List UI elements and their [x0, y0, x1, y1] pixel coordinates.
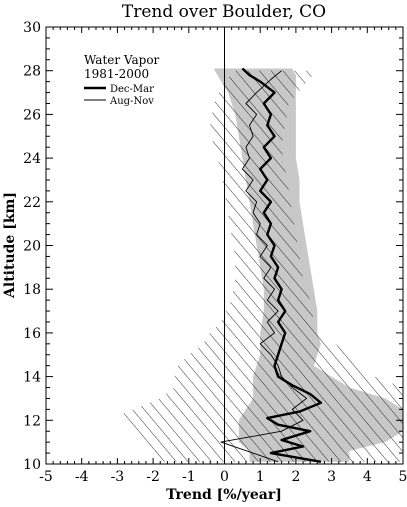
y-tick-label: 20 [23, 239, 41, 255]
y-tick-label: 24 [23, 151, 41, 167]
x-tick-label: -2 [146, 469, 160, 485]
x-tick-label: 2 [291, 469, 300, 485]
x-tick-label: 3 [327, 469, 336, 485]
series-lines [220, 67, 323, 463]
legend-label-dec-mar: Dec-Mar [110, 84, 154, 95]
x-tick-label: -4 [75, 469, 89, 485]
x-tick-label: 0 [220, 469, 229, 485]
series-line-dec-mar [241, 67, 323, 463]
band-aug-nov [117, 70, 403, 462]
x-tick-label: 5 [399, 469, 407, 485]
y-tick-label: 14 [23, 370, 41, 386]
uncertainty-bands [117, 68, 403, 462]
y-tick-label: 22 [23, 195, 41, 211]
x-tick-label: -3 [111, 469, 125, 485]
legend: Water Vapor 1981-2000 Dec-Mar Aug-Nov [84, 53, 160, 107]
legend-label-aug-nov: Aug-Nov [109, 96, 154, 107]
y-tick-label: 26 [23, 107, 41, 123]
axis-ticks [45, 26, 404, 465]
x-axis-label: Trend [%/year] [166, 487, 282, 503]
legend-subtitle: 1981-2000 [84, 67, 149, 81]
x-tick-label: -5 [39, 469, 53, 485]
series-line-aug-nov [220, 70, 308, 463]
y-tick-label: 18 [23, 282, 41, 298]
x-tick-label: -1 [182, 469, 196, 485]
y-tick-label: 10 [23, 457, 41, 473]
y-tick-label: 28 [23, 64, 41, 80]
y-axis-label: Altitude [km] [2, 192, 18, 299]
chart-title: Trend over Boulder, CO [122, 2, 326, 22]
x-tick-label: 1 [256, 469, 265, 485]
x-tick-label: 4 [363, 469, 372, 485]
y-tick-label: 30 [23, 20, 41, 36]
y-tick-label: 16 [23, 326, 41, 342]
legend-title: Water Vapor [84, 53, 160, 67]
y-tick-label: 12 [23, 413, 41, 429]
